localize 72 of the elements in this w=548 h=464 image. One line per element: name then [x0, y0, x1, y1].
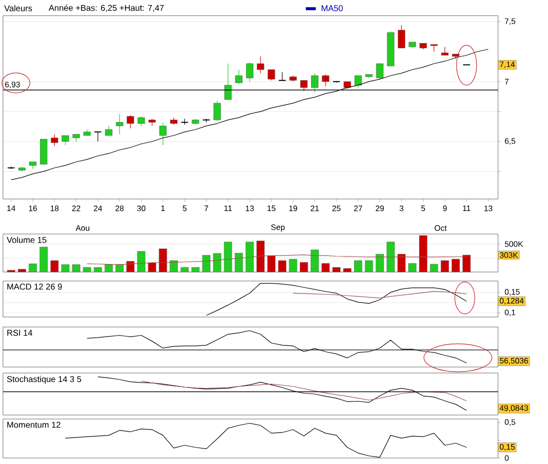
- bar: [452, 259, 460, 272]
- chart-title: Valeurs: [4, 5, 32, 12]
- bar: [462, 254, 471, 272]
- candlestick: [430, 44, 438, 52]
- chart-title: Volume 15: [6, 236, 46, 243]
- bar: [419, 235, 428, 272]
- legend-label: MA50: [322, 5, 343, 12]
- bar: [18, 269, 26, 272]
- bar: [40, 246, 48, 272]
- bar: [322, 263, 330, 272]
- chart-title: RSI 14: [7, 330, 32, 336]
- candlestick: [105, 126, 112, 136]
- candlestick: [256, 56, 264, 74]
- bar: [116, 264, 124, 272]
- bar: [246, 242, 254, 272]
- candlestick: [214, 100, 221, 122]
- bar: [158, 248, 167, 272]
- bar: [343, 268, 352, 272]
- bar: [137, 251, 146, 272]
- bar: [440, 260, 449, 272]
- candlestick: [94, 131, 102, 142]
- bar: [180, 267, 189, 272]
- bar: [376, 254, 384, 272]
- candlestick: [311, 72, 318, 93]
- bar: [202, 255, 210, 272]
- bar: [94, 267, 102, 272]
- bar: [386, 242, 395, 272]
- candlestick: [398, 24, 406, 48]
- bar: [310, 250, 319, 272]
- candlestick: [62, 135, 69, 146]
- candlestick: [126, 114, 134, 129]
- line-series: [65, 422, 467, 458]
- bar: [82, 267, 92, 272]
- bar: [332, 267, 340, 272]
- candlestick: [246, 62, 254, 82]
- bar: [126, 261, 134, 272]
- bar: [50, 260, 59, 272]
- bar: [364, 260, 374, 272]
- bar: [28, 264, 37, 272]
- candlestick: [354, 75, 362, 88]
- bar: [300, 262, 308, 272]
- bar: [148, 262, 156, 272]
- bar: [408, 263, 416, 272]
- bar: [104, 264, 113, 272]
- bar: [397, 254, 406, 272]
- bar: [256, 240, 265, 272]
- bar: [354, 260, 362, 272]
- candlestick: [300, 80, 308, 92]
- candlestick: [224, 63, 232, 100]
- candlestick: [235, 69, 242, 84]
- candlestick: [138, 116, 145, 126]
- bar: [289, 259, 298, 272]
- candlestick: [376, 63, 384, 80]
- bar: [267, 255, 276, 272]
- chart-title: MACD 12 26 9: [7, 284, 62, 290]
- candlestick: [159, 122, 167, 146]
- chart-title: Stochastique 14 3 5: [7, 376, 82, 384]
- bar: [278, 260, 286, 272]
- bar: [213, 253, 222, 272]
- chart-subtitle: Année +Bas: 6,25 +Haut: 7,47: [48, 4, 164, 12]
- chart-title: Momentum 12: [7, 422, 60, 428]
- bar: [72, 264, 80, 272]
- candlestick: [322, 74, 330, 87]
- bar: [191, 267, 200, 272]
- candlestick: [268, 69, 275, 81]
- bar: [224, 242, 232, 272]
- bar: [170, 260, 178, 272]
- candlestick: [116, 114, 124, 135]
- bar: [430, 264, 438, 272]
- candlestick: [50, 134, 58, 147]
- bar: [61, 264, 70, 272]
- bar: [234, 252, 243, 272]
